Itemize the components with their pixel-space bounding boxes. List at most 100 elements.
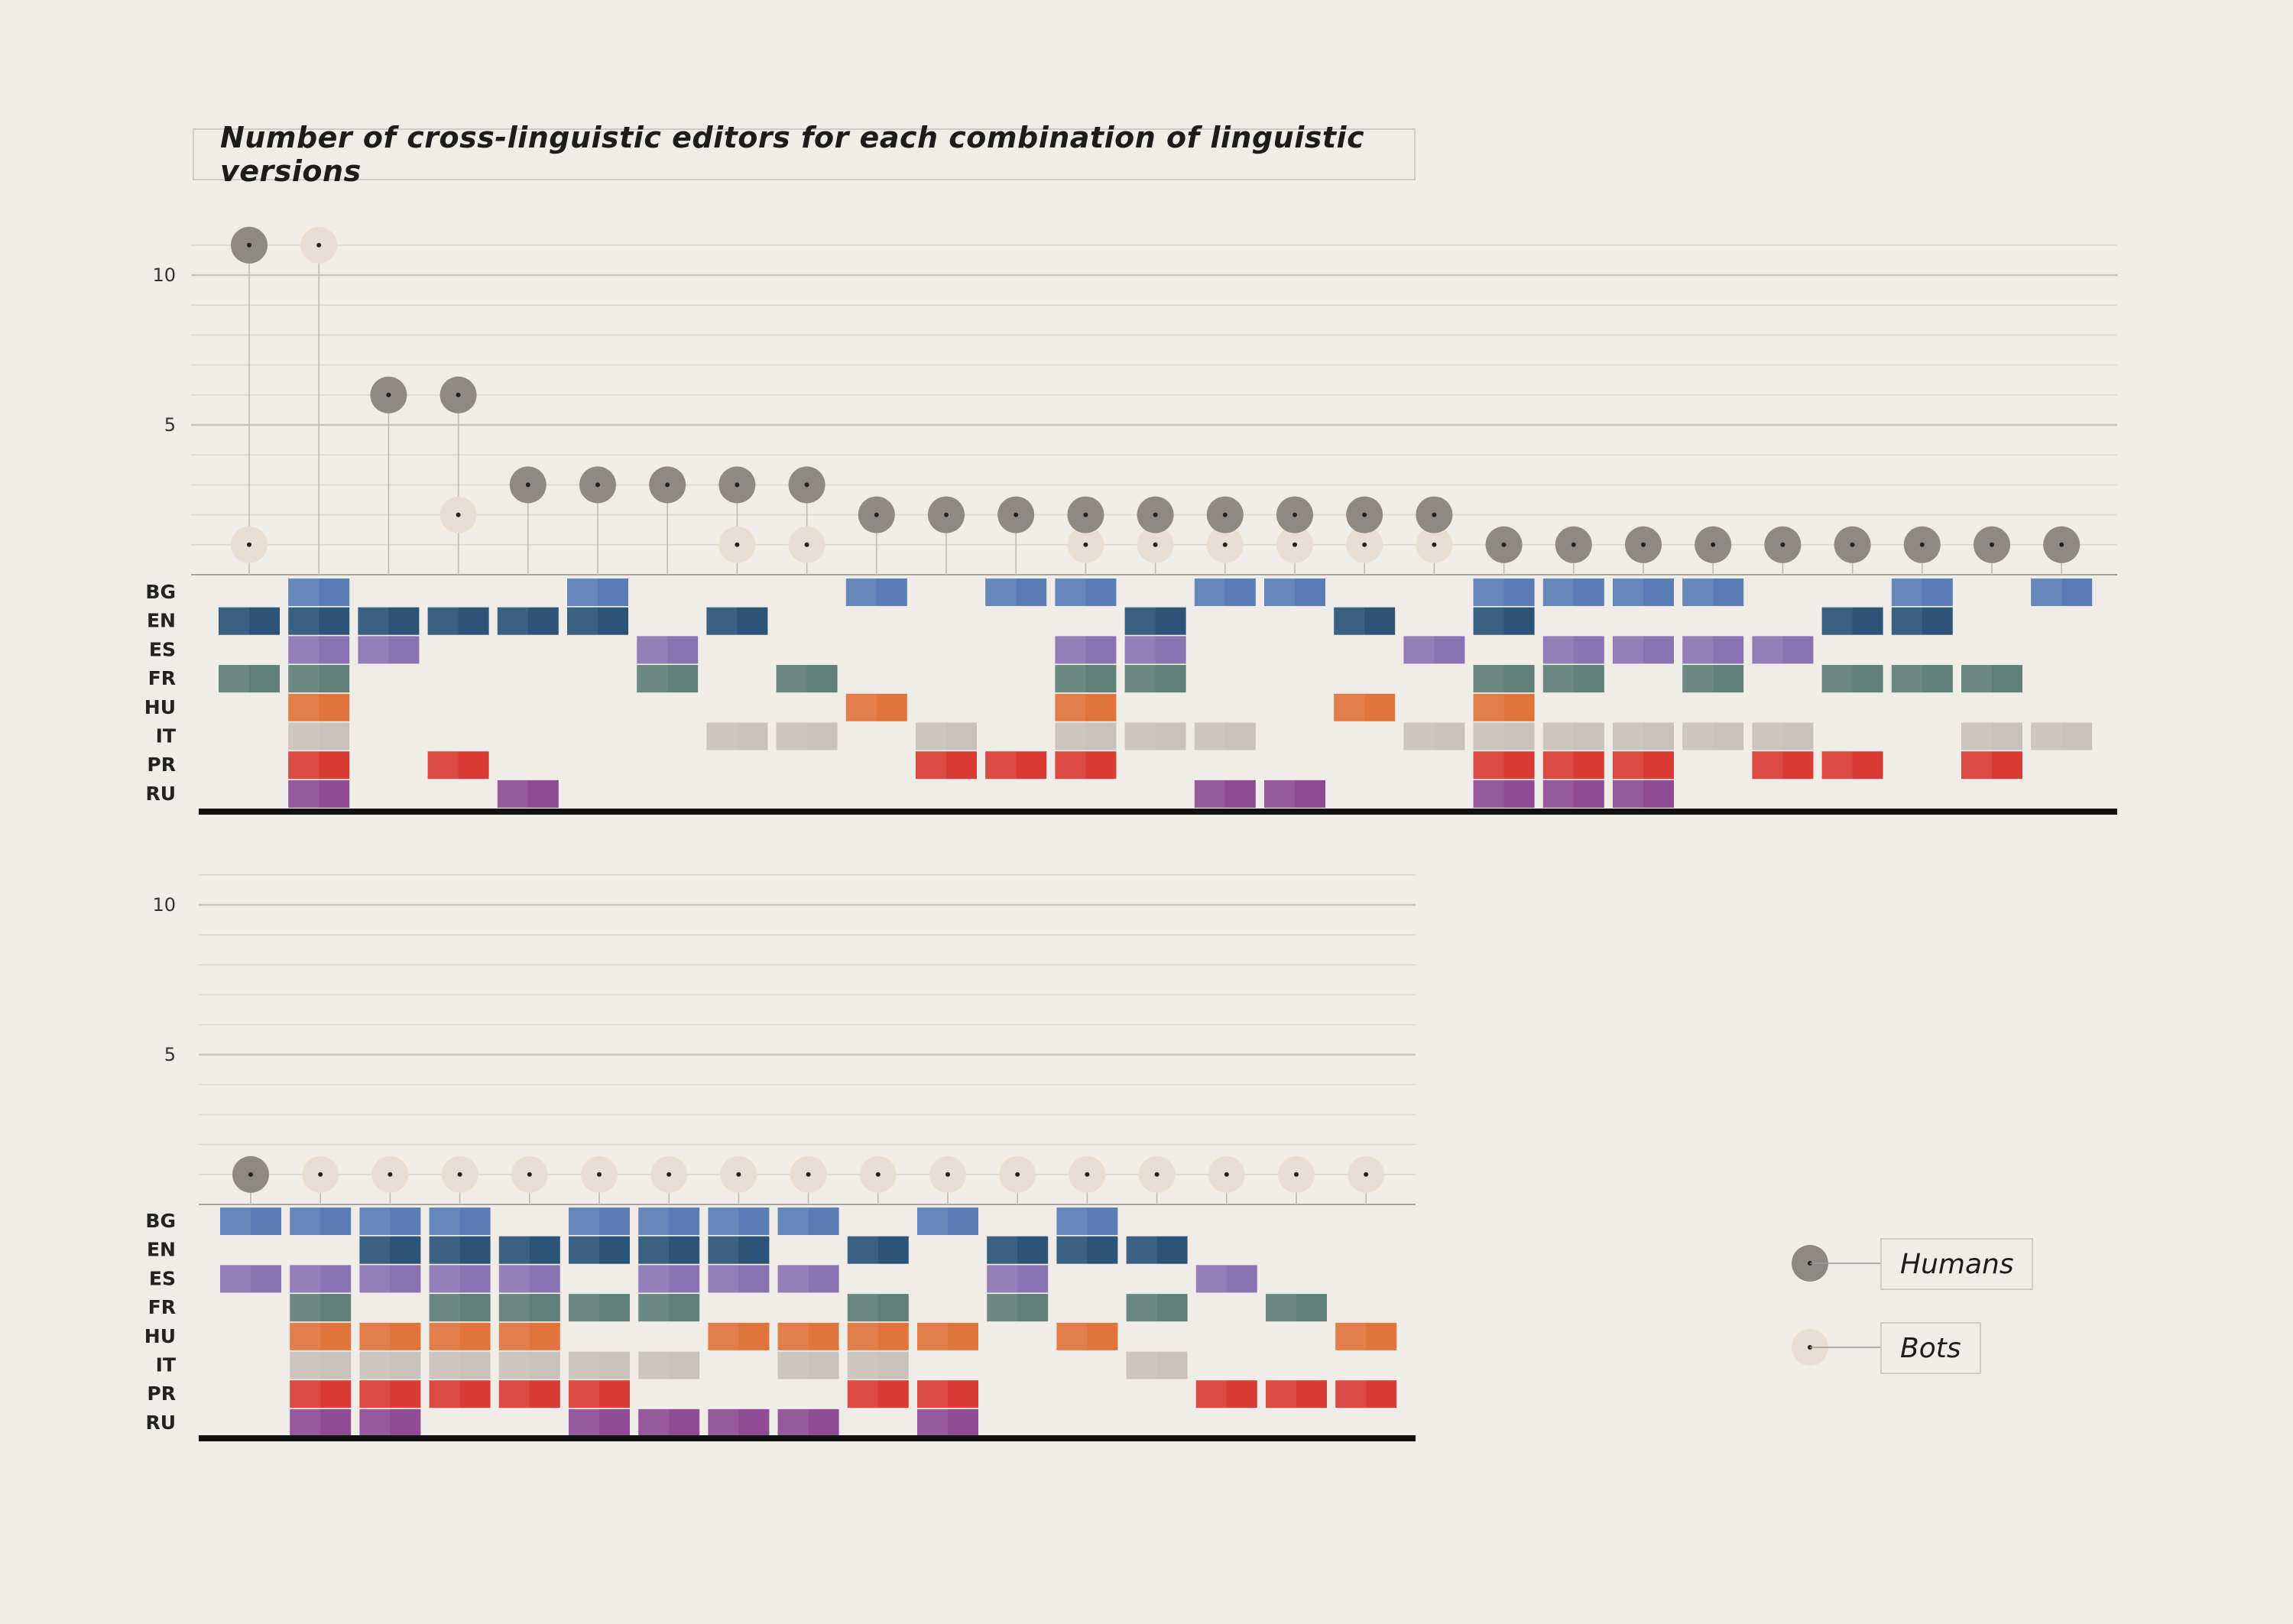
bots-point-center [736,1172,741,1177]
combination-block-pr [569,1380,630,1408]
combination-block-it [498,1351,560,1379]
combination-block-shade [638,1294,670,1322]
combination-block-bg [2031,579,2093,606]
combination-block-pr [1055,751,1117,780]
combination-block-shade [288,579,319,606]
language-label-en: EN [147,610,176,632]
combination-block-shade [1613,780,1643,808]
combination-block-en [1473,607,1535,635]
humans-point-center [456,392,461,397]
combination-block-shade [1124,722,1156,750]
combination-block-shade [1821,665,1853,693]
y-tick-label: 10 [152,894,176,916]
combination-block-it [847,1351,909,1379]
combination-block-it [2031,722,2093,750]
combination-block-en [358,607,420,635]
combination-block-shade [429,1294,460,1322]
combination-block-pr [288,751,350,780]
combination-block-hu [1055,693,1117,721]
combination-block-shade [1195,1265,1227,1293]
combination-block-hu [359,1322,421,1350]
combination-block-hu [498,1322,560,1350]
combination-block-shade [359,1322,391,1350]
combination-block-shade [1473,722,1504,750]
combination-block-shade [1335,1380,1367,1408]
humans-point-center [386,392,391,397]
combination-block-it [1126,1351,1188,1379]
language-label-it: IT [156,1354,176,1376]
combination-block-fr [637,665,699,693]
bots-point-center [804,542,809,547]
combination-block-hu [288,693,350,721]
combination-block-shade [847,1322,878,1350]
bots-point-center [945,1172,950,1177]
combination-block-shade [1194,579,1225,606]
combination-block-shade [429,1207,460,1235]
combination-block-pr [985,751,1047,780]
combination-block-en [847,1236,909,1264]
combination-block-es [498,1265,560,1293]
combination-block-shade [708,1236,739,1264]
combination-block-fr [219,665,280,693]
combination-block-shade [569,1408,599,1437]
combination-block-pr [1195,1380,1257,1408]
combination-block-shade [288,636,319,664]
humans-point-center [595,482,600,488]
combination-block-fr [498,1294,560,1322]
combination-block-en [1334,607,1396,635]
combination-block-fr [288,665,350,693]
combination-block-shade [706,722,738,750]
combination-block-it [1124,722,1186,750]
combination-block-shade [638,1351,670,1379]
combination-block-shade [1613,722,1643,750]
combination-block-shade [708,1265,739,1293]
combination-block-shade [429,1351,460,1379]
combination-block-it [359,1351,421,1379]
combination-block-shade [498,1380,530,1408]
bots-point-center [318,1172,323,1177]
combination-block-shade [288,751,319,780]
humans-point-center [735,482,740,488]
humans-point-center [1641,542,1646,547]
combination-block-pr [1613,751,1674,780]
humans-point-center [2059,542,2064,547]
combination-block-es [987,1265,1049,1293]
combination-block-en [427,607,489,635]
combination-block-fr [1124,665,1186,693]
combination-block-pr [1542,751,1604,780]
combination-block-en [1821,607,1883,635]
humans-point-center [874,512,879,517]
combination-block-shade [290,1322,321,1350]
combination-block-shade [708,1408,739,1437]
combination-block-shade [1752,636,1783,664]
combination-block-es [359,1265,421,1293]
legend-bots-box: Bots [1880,1322,1981,1374]
y-tick-label: 5 [164,1044,176,1065]
language-label-es: ES [149,638,176,660]
combination-block-shade [1682,636,1714,664]
combination-block-shade [1821,751,1853,780]
combination-block-it [777,1351,839,1379]
combination-block-en [288,607,350,635]
combination-block-fr [1821,665,1883,693]
combination-block-shade [1891,607,1922,635]
combination-block-en [429,1236,491,1264]
combination-block-shade [987,1236,1018,1264]
combination-block-shade [290,1408,321,1437]
humans-point-center [248,1172,253,1177]
combination-block-bg [1055,579,1117,606]
combination-block-shade [916,722,946,750]
combination-block-ru [497,780,559,808]
combination-block-shade [359,1408,391,1437]
combination-block-it [1961,722,2022,750]
bots-point-center [1224,1172,1229,1177]
combination-block-shade [498,1294,530,1322]
legend-humans-box: Humans [1880,1238,2033,1290]
combination-block-shade [220,1207,251,1235]
combination-block-ru [1542,780,1604,808]
combination-block-fr [1055,665,1117,693]
combination-block-shade [845,579,877,606]
combination-block-es [1055,636,1117,664]
combination-block-bg [429,1207,491,1235]
